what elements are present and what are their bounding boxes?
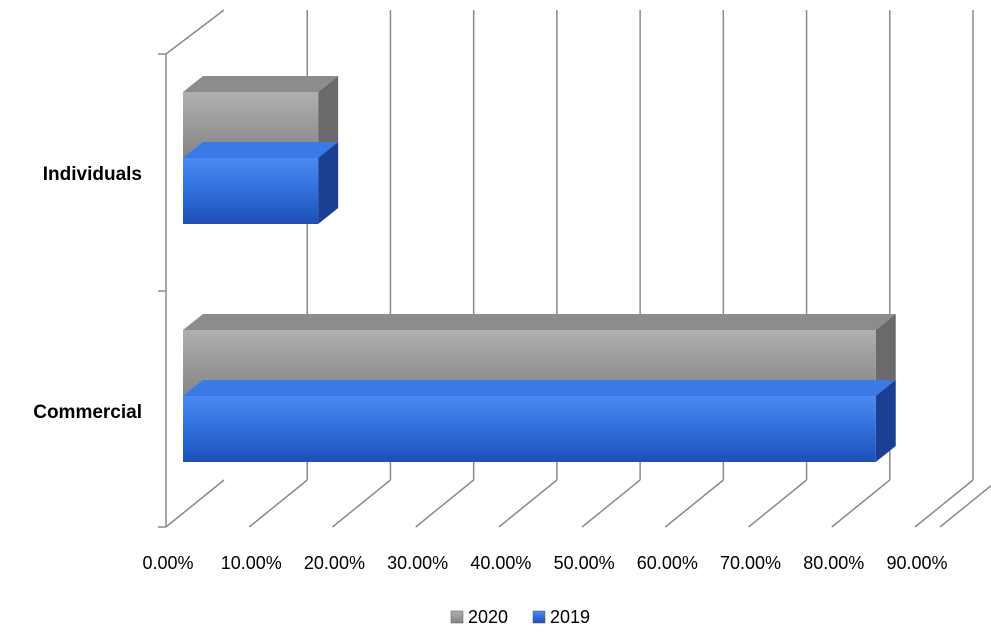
bar-side-face	[318, 76, 339, 158]
category-label-commercial: Commercial	[33, 402, 142, 423]
bar-top-face	[183, 76, 339, 92]
legend-label: 2020	[468, 607, 508, 627]
bar-top-face	[183, 314, 896, 330]
bar-top-face	[183, 380, 896, 396]
x-tick-label: 20.00%	[304, 553, 365, 573]
floor-gridline	[581, 479, 641, 528]
floor-gridline	[248, 479, 308, 528]
floor-gridline	[498, 479, 558, 528]
bar-individuals-2019	[183, 142, 339, 224]
bar-commercial-2019	[183, 380, 896, 462]
x-tick-label: 10.00%	[221, 553, 282, 573]
x-axis-ticks: 0.00% 10.00% 20.00% 30.00% 40.00% 50.00% 60.00…	[142, 553, 947, 573]
legend-entry-2020: 2020	[450, 607, 508, 627]
x-tick-label: 90.00%	[886, 553, 947, 573]
bar-front-face	[183, 158, 319, 224]
bar-side-face	[318, 142, 339, 224]
floor-gridline	[415, 479, 475, 528]
legend-swatch	[532, 610, 546, 624]
bars	[183, 76, 896, 462]
x-tick-label: 40.00%	[470, 553, 531, 573]
floor-gridline	[914, 479, 974, 528]
legend-entry-2019: 2019	[532, 607, 590, 627]
x-tick-label: 50.00%	[554, 553, 615, 573]
legend-swatch	[450, 610, 464, 624]
x-tick-label: 60.00%	[637, 553, 698, 573]
floor-gridline	[664, 479, 724, 528]
bar-side-face	[875, 380, 896, 462]
x-tick-label: 30.00%	[387, 553, 448, 573]
floor-gridline	[939, 484, 991, 528]
bar-side-face	[875, 314, 896, 396]
floor-gridline	[748, 479, 808, 528]
category-label-individuals: Individuals	[43, 164, 142, 185]
x-tick-label: 70.00%	[720, 553, 781, 573]
floor-gridline	[165, 479, 225, 528]
bar-front-face	[183, 396, 876, 462]
x-tick-label: 0.00%	[142, 553, 193, 573]
left-wall-top	[165, 9, 225, 55]
floor-gridline	[331, 479, 391, 528]
bar-top-face	[183, 142, 339, 158]
x-tick-label: 80.00%	[803, 553, 864, 573]
legend-label: 2019	[550, 607, 590, 627]
y-axis-categories: Individuals Commercial	[33, 164, 142, 423]
legend: 2020 2019	[450, 607, 590, 627]
floor-gridline	[831, 479, 891, 528]
